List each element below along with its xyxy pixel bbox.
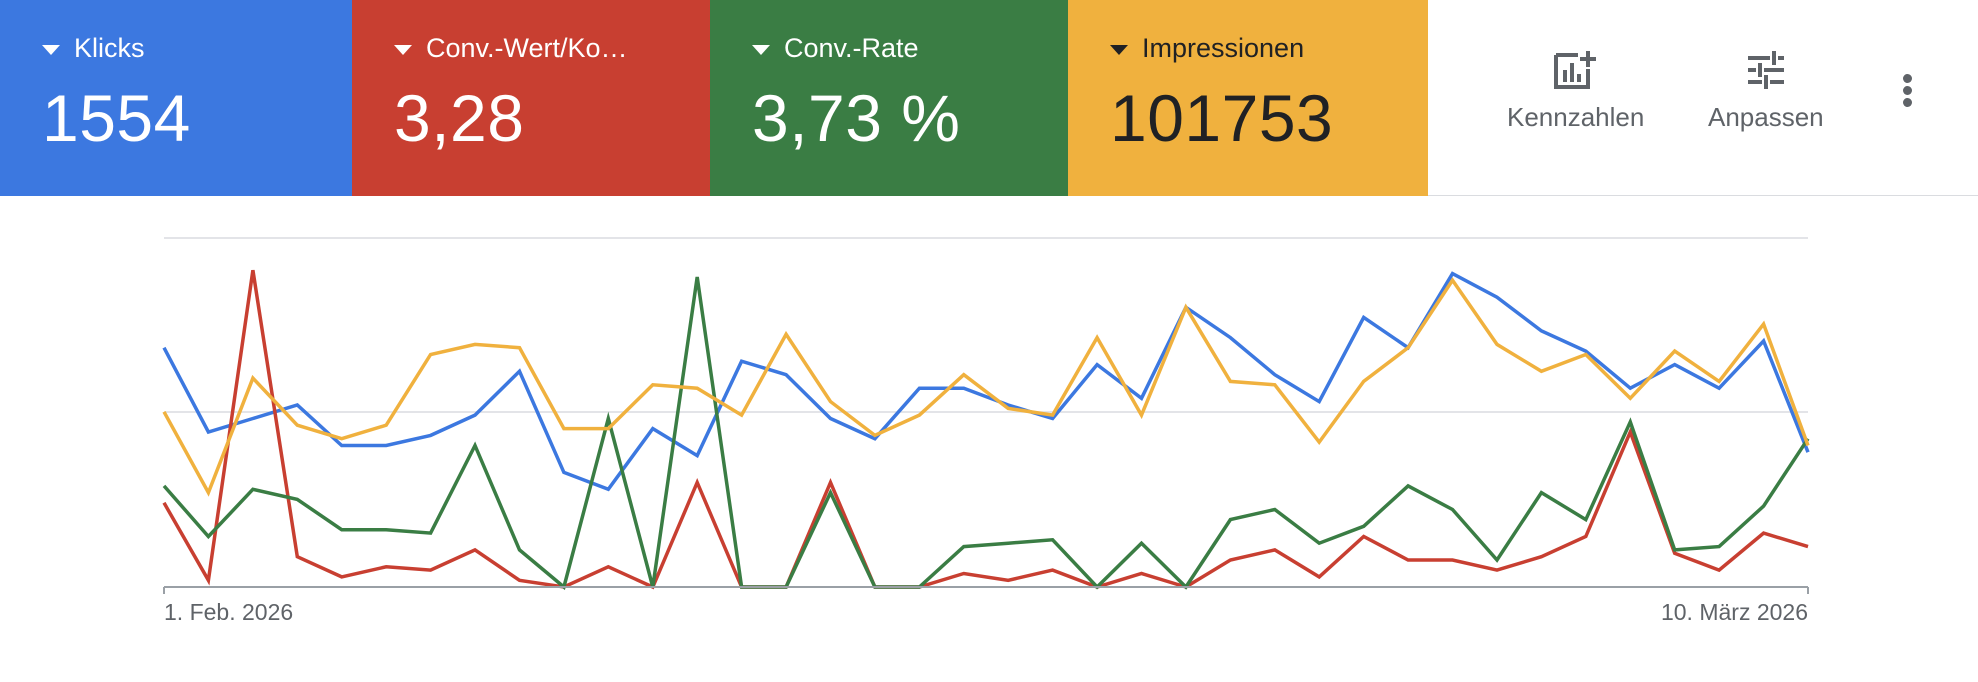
metric-card-impressionen[interactable]: Impressionen 101753 [1068, 0, 1428, 196]
metrics-header: Klicks 1554 Conv.-Wert/Ko… 3,28 Conv.-Ra… [0, 0, 1978, 196]
customize-button-label: Anpassen [1708, 102, 1824, 132]
metric-card-conv-wert[interactable]: Conv.-Wert/Ko… 3,28 [352, 0, 710, 196]
add-chart-icon [1553, 51, 1596, 89]
series-line-2 [162, 276, 1810, 591]
metric-card-conv-rate[interactable]: Conv.-Rate 3,73 % [710, 0, 1068, 196]
metric-value: 101753 [1110, 81, 1334, 155]
x-tick-label-last: 10. März 2026 [1661, 599, 1808, 625]
metrics-button-label: Kennzahlen [1507, 102, 1645, 132]
metric-card-klicks[interactable]: Klicks 1554 [0, 0, 352, 196]
metric-label: Impressionen [1142, 33, 1305, 63]
x-tick-label-first: 1. Feb. 2026 [164, 599, 293, 625]
series-line-3 [162, 277, 1810, 497]
series-layer [162, 269, 1810, 591]
dropdown-arrow-icon [42, 44, 60, 55]
metric-value: 1554 [42, 81, 191, 155]
dropdown-arrow-icon [752, 44, 770, 55]
metric-label-row: Conv.-Wert/Ko… [394, 33, 628, 64]
metrics-button[interactable]: Kennzahlen [1507, 50, 1644, 133]
metric-label: Conv.-Wert/Ko… [426, 33, 628, 63]
customize-button[interactable]: Anpassen [1708, 50, 1824, 133]
line-chart: 1. Feb. 2026 10. März 2026 [162, 237, 1810, 625]
metric-value: 3,28 [394, 81, 525, 155]
dropdown-arrow-icon [394, 44, 412, 55]
metric-value: 3,73 % [752, 81, 961, 155]
series-line-1 [162, 269, 1809, 590]
metric-label-row: Klicks [42, 33, 145, 64]
series-line-0 [162, 271, 1810, 492]
metric-label: Conv.-Rate [784, 33, 919, 63]
tune-icon [1747, 51, 1784, 89]
dropdown-arrow-icon [1110, 44, 1128, 55]
metric-label-row: Conv.-Rate [752, 33, 919, 64]
metric-label: Klicks [74, 33, 145, 63]
more-vert-icon[interactable] [1897, 74, 1917, 114]
metric-label-row: Impressionen [1110, 33, 1304, 64]
